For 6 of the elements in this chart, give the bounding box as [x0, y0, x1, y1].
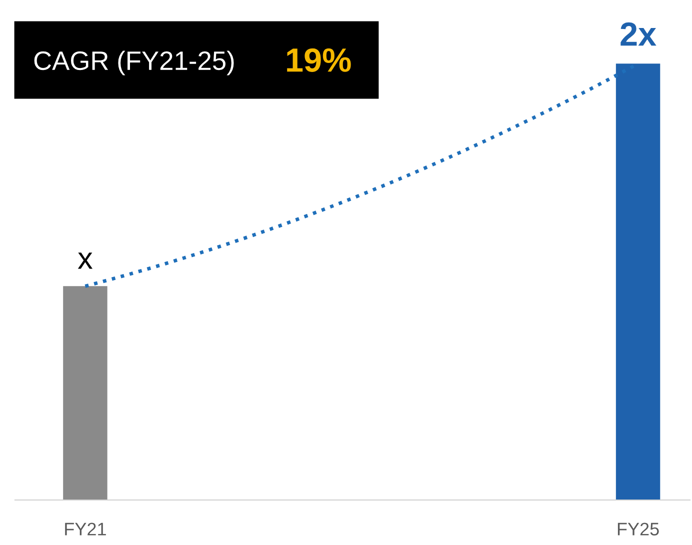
annotation: 19% — [287, 48, 351, 72]
annotation: CAGR (FY21-25) — [34, 50, 234, 76]
x-tick-label: FY21 — [65, 522, 106, 536]
annotation: 2x — [620, 22, 656, 46]
annotation: x — [78, 252, 93, 269]
x-tick-label: FY25 — [618, 522, 659, 536]
